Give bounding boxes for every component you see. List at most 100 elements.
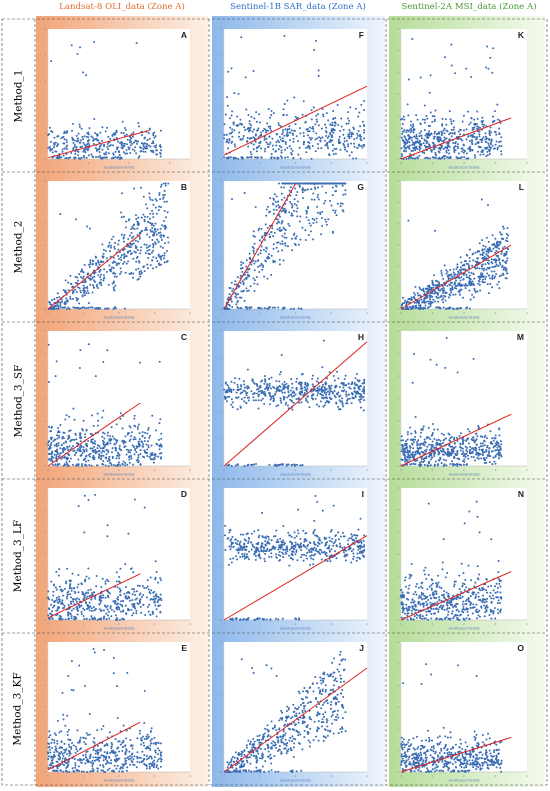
data-point	[89, 278, 92, 281]
data-point	[294, 738, 297, 741]
data-point	[80, 610, 83, 613]
data-point	[288, 564, 291, 567]
data-point	[79, 736, 82, 739]
data-point	[280, 155, 283, 158]
x-axis-label: Geostructural Density	[104, 779, 135, 783]
data-point	[69, 156, 72, 159]
data-point	[124, 129, 127, 132]
data-point	[59, 752, 62, 755]
data-point	[55, 747, 58, 750]
data-point	[288, 125, 291, 128]
data-point	[166, 211, 169, 214]
data-point	[109, 144, 112, 147]
data-point	[325, 388, 328, 391]
data-point	[118, 461, 121, 464]
data-point	[51, 131, 54, 134]
data-point	[159, 255, 162, 258]
data-point	[155, 766, 158, 769]
data-point	[91, 447, 94, 450]
data-point	[50, 450, 53, 453]
data-point	[138, 261, 141, 264]
data-point	[85, 443, 88, 446]
data-point	[294, 244, 297, 247]
data-point	[314, 397, 317, 400]
data-point	[149, 453, 152, 456]
data-point	[156, 601, 159, 604]
data-point	[159, 579, 162, 582]
data-point	[262, 129, 265, 132]
data-point	[109, 137, 112, 140]
data-point	[132, 763, 135, 766]
data-point	[62, 442, 65, 445]
data-point	[80, 464, 83, 467]
data-point	[70, 609, 73, 612]
data-point	[120, 254, 123, 257]
data-point	[69, 613, 72, 616]
data-point	[363, 143, 366, 146]
data-point	[118, 757, 121, 760]
data-point	[292, 137, 295, 140]
data-point	[253, 289, 256, 292]
data-point	[302, 143, 305, 146]
data-point	[79, 757, 82, 760]
data-point	[120, 131, 123, 134]
data-point	[258, 144, 261, 147]
data-point	[229, 557, 232, 560]
data-point	[269, 618, 272, 621]
data-point	[91, 767, 94, 770]
data-point	[69, 429, 72, 432]
data-point	[152, 151, 155, 154]
data-point	[304, 120, 307, 123]
data-point	[162, 194, 165, 197]
data-point	[124, 604, 127, 607]
data-point	[318, 537, 321, 540]
data-point	[257, 393, 260, 396]
data-point	[128, 458, 131, 461]
data-point	[120, 233, 123, 236]
data-point	[96, 618, 99, 621]
x-tick-label: 1	[83, 311, 85, 315]
data-point	[98, 151, 101, 153]
data-point	[56, 437, 59, 440]
data-point	[300, 556, 302, 559]
data-point	[155, 608, 158, 611]
data-point	[327, 384, 330, 387]
data-point	[135, 260, 138, 263]
panel-letter-j: J	[359, 643, 364, 653]
data-point	[143, 753, 146, 756]
data-point	[244, 549, 247, 552]
data-point	[71, 136, 74, 139]
data-point	[104, 464, 107, 467]
y-tick-label: 3	[44, 397, 46, 401]
y-tick-label: 1	[220, 281, 222, 285]
data-point	[116, 685, 119, 688]
data-point	[269, 306, 272, 309]
data-point	[299, 387, 302, 390]
data-point	[226, 464, 229, 467]
data-point	[265, 385, 268, 388]
data-point	[313, 528, 316, 531]
data-point	[357, 385, 360, 388]
data-point	[306, 210, 309, 213]
data-point	[130, 759, 133, 762]
x-tick-label: 0	[223, 161, 225, 165]
data-point	[163, 242, 166, 245]
data-point	[282, 108, 285, 111]
data-point	[79, 447, 82, 450]
data-point	[134, 214, 137, 217]
data-point	[69, 296, 72, 299]
y-tick-label: 3	[220, 383, 222, 387]
data-point	[281, 249, 284, 252]
data-point	[53, 307, 56, 310]
data-point	[243, 552, 246, 555]
data-point	[133, 414, 136, 417]
data-point	[98, 445, 101, 448]
data-point	[308, 745, 311, 748]
data-point	[228, 545, 231, 548]
data-point	[129, 755, 132, 758]
data-point	[135, 766, 138, 769]
data-point	[55, 453, 58, 456]
data-point	[130, 744, 133, 747]
data-point	[307, 549, 310, 552]
data-point	[97, 156, 100, 159]
